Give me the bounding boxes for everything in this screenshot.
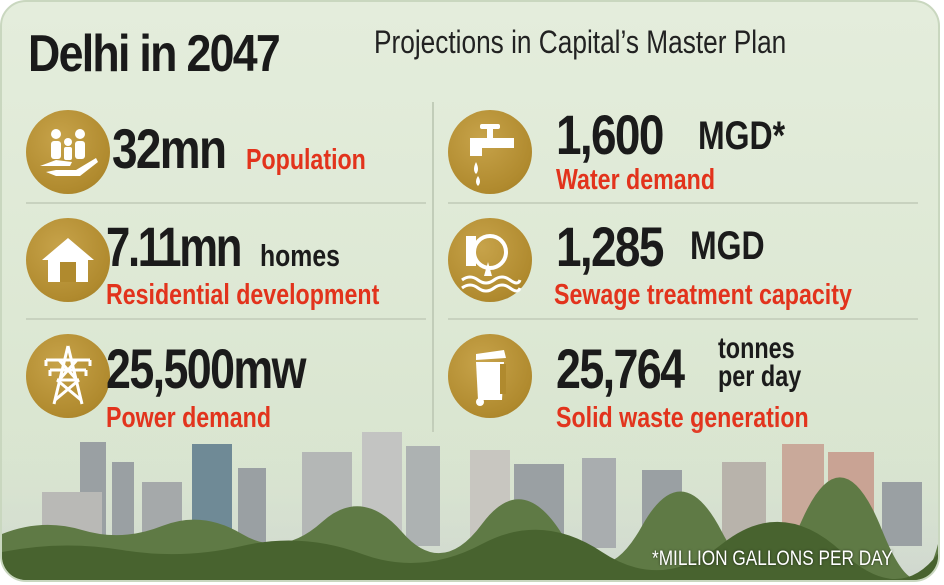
sewage-label: Sewage treatment capacity (554, 279, 852, 311)
water-label: Water demand (556, 164, 715, 196)
sewage-pipe-icon (448, 218, 532, 302)
sewage-unit: MGD (690, 224, 765, 268)
waste-unit-line2: per day (718, 360, 802, 393)
population-value: 32mn (112, 117, 227, 180)
footnote: *MILLION GALLONS PER DAY (652, 547, 893, 570)
waste-bin-icon (448, 334, 532, 418)
homes-unit: homes (260, 238, 340, 273)
power-tower-icon (26, 334, 110, 418)
homes-value: 7.11mn (106, 215, 242, 278)
water-unit: MGD* (698, 114, 786, 158)
water-tap-icon (448, 110, 532, 194)
page-subtitle: Projections in Capital’s Master Plan (374, 24, 787, 60)
homes-label: Residential development (106, 279, 380, 311)
family-hand-icon (26, 110, 110, 194)
row-divider (26, 202, 426, 204)
power-value: 25,500mw (106, 337, 307, 400)
house-icon (26, 218, 110, 302)
waste-unit-line1: tonnes (718, 332, 795, 365)
row-divider (26, 318, 426, 320)
waste-value: 25,764 (556, 337, 685, 400)
city-skyline-photo (2, 422, 938, 580)
row-divider (448, 318, 918, 320)
population-label: Population (246, 144, 366, 176)
column-divider (432, 102, 434, 432)
page-title: Delhi in 2047 (28, 25, 281, 83)
sewage-value: 1,285 (556, 215, 664, 278)
title-row: Delhi in 2047 (28, 24, 320, 84)
water-value: 1,600 (556, 103, 664, 166)
row-divider (448, 202, 918, 204)
